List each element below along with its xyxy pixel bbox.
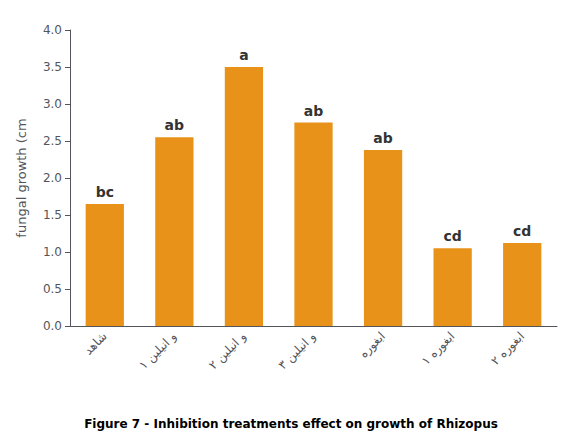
svg-text:و انيلين ٣: و انيلين ٣ xyxy=(275,329,319,373)
svg-text:1.0: 1.0 xyxy=(43,245,62,259)
svg-text:1.5: 1.5 xyxy=(43,208,62,222)
svg-text:ab: ab xyxy=(304,103,323,119)
svg-text:0.0: 0.0 xyxy=(43,319,62,333)
svg-text:fungal growth (cm: fungal growth (cm xyxy=(14,118,29,237)
svg-text:ابغوره: ابغوره xyxy=(356,329,388,361)
svg-text:bc: bc xyxy=(96,184,114,200)
svg-text:شاهد: شاهد xyxy=(81,329,110,358)
svg-text:a: a xyxy=(239,47,248,63)
svg-text:cd: cd xyxy=(443,228,461,244)
svg-text:ab: ab xyxy=(373,130,392,146)
svg-text:3.0: 3.0 xyxy=(43,97,62,111)
svg-text:و انيلين ١: و انيلين ١ xyxy=(136,329,180,373)
svg-text:2.0: 2.0 xyxy=(43,171,62,185)
svg-text:0.5: 0.5 xyxy=(43,282,62,296)
svg-text:4.0: 4.0 xyxy=(43,23,62,37)
svg-text:Figure 7 - Inhibition treatmen: Figure 7 - Inhibition treatments effect … xyxy=(84,417,498,431)
svg-text:ابغوره ١: ابغوره ١ xyxy=(419,329,459,369)
svg-text:ab: ab xyxy=(165,117,184,133)
svg-text:cd: cd xyxy=(513,223,531,239)
svg-text:ابغوره ٢: ابغوره ٢ xyxy=(488,329,528,369)
svg-text:3.5: 3.5 xyxy=(43,60,62,74)
svg-text:2.5: 2.5 xyxy=(43,134,62,148)
svg-text:و انيلين ٢: و انيلين ٢ xyxy=(206,329,250,373)
